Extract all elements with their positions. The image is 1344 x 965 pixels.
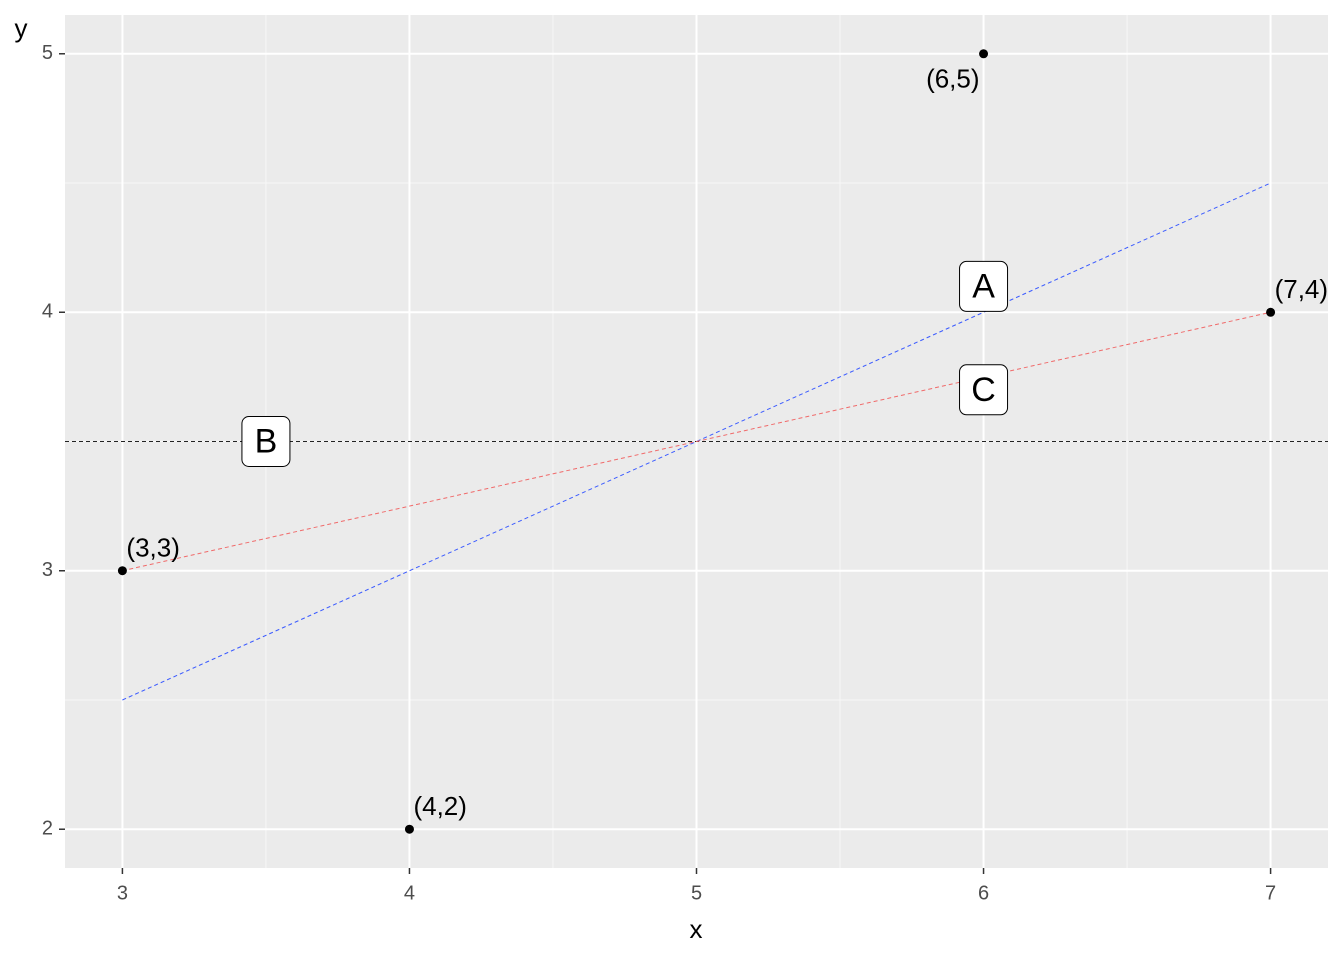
annotation-box <box>241 416 291 467</box>
y-tick-label: 5 <box>42 42 53 64</box>
annotation-box <box>959 364 1009 416</box>
point <box>979 49 989 59</box>
x-axis-title: x <box>690 914 703 944</box>
annotation-label: A <box>972 267 995 305</box>
annotation-label: B <box>255 422 278 460</box>
y-tick-label: 3 <box>42 559 53 581</box>
point <box>1266 307 1276 317</box>
point <box>117 566 127 576</box>
point-label: (3,3) <box>126 533 179 563</box>
point-label: (4,2) <box>413 791 466 821</box>
y-tick-label: 4 <box>42 301 53 323</box>
x-tick-label: 3 <box>117 882 128 904</box>
y-axis-title: y <box>15 13 28 43</box>
x-tick-label: 5 <box>691 882 702 904</box>
x-tick-label: 6 <box>978 882 989 904</box>
y-tick-label: 2 <box>42 818 53 840</box>
annotation-label: C <box>971 371 996 409</box>
annotation-box <box>959 260 1009 312</box>
x-tick-label: 4 <box>404 882 415 904</box>
point-label: (6,5) <box>926 64 979 94</box>
point-label: (7,4) <box>1275 274 1328 304</box>
point <box>404 824 414 834</box>
x-tick-label: 7 <box>1265 882 1276 904</box>
fit-line <box>122 311 1271 572</box>
